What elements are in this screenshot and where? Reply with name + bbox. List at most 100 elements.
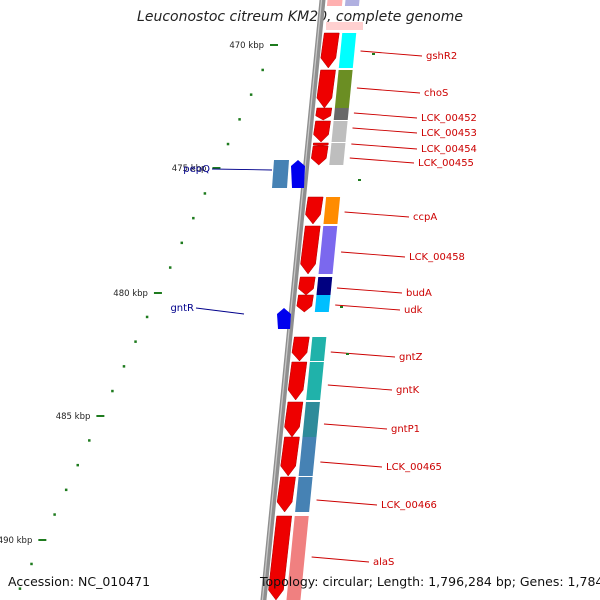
gene-label-gshR2: gshR2 bbox=[426, 51, 457, 62]
gene-gntP1 bbox=[284, 401, 320, 438]
ruler-minor-tick bbox=[53, 513, 56, 516]
ruler-tick-label: 490 kbp bbox=[0, 536, 32, 546]
cog-box-gshR2 bbox=[338, 33, 357, 68]
ruler-minor-tick bbox=[261, 68, 264, 72]
gene-label-LCK_00454: LCK_00454 bbox=[421, 144, 477, 155]
region-marker bbox=[358, 179, 361, 181]
gene-label-LCK_00465: LCK_00465 bbox=[386, 462, 442, 473]
gene-arrow-ccpA bbox=[305, 196, 324, 225]
gene-arrow-LCK_00452 bbox=[315, 107, 333, 121]
gene-label-alaS: alaS bbox=[373, 557, 394, 568]
gene-label-gntZ: gntZ bbox=[399, 352, 423, 363]
cog-box-choS bbox=[334, 70, 353, 108]
partial-gene-top bbox=[326, 0, 343, 6]
cog-box-gntK bbox=[306, 362, 324, 400]
gene-label-LCK_00453: LCK_00453 bbox=[421, 128, 477, 139]
partial-cog-top bbox=[344, 0, 360, 6]
cog-box-LCK_00458 bbox=[318, 226, 338, 274]
gene-budA bbox=[298, 276, 333, 296]
cog-box-LCK_00455 bbox=[329, 146, 346, 165]
gene-label-LCK_00466: LCK_00466 bbox=[381, 500, 437, 511]
gene-arrow-pepQ bbox=[291, 160, 305, 188]
gene-label-choS: choS bbox=[424, 88, 448, 99]
label-leader-LCK_00458 bbox=[341, 251, 406, 258]
genome-backbone bbox=[260, 0, 326, 600]
gene-alaS bbox=[268, 515, 309, 600]
ruler-minor-tick bbox=[226, 142, 230, 146]
gene-gshR2 bbox=[320, 32, 357, 69]
gene-arrow-gntR bbox=[277, 308, 291, 329]
label-leader-LCK_00454 bbox=[351, 143, 418, 150]
ruler-minor-tick bbox=[30, 562, 33, 566]
label-leader-LCK_00466 bbox=[316, 499, 378, 506]
label-leader-LCK_00453 bbox=[352, 127, 418, 134]
ruler-tick-label: 485 kbp bbox=[56, 412, 91, 422]
gene-label-budA: budA bbox=[406, 288, 432, 299]
gene-arrow-udk bbox=[296, 294, 314, 313]
ruler-minor-tick bbox=[88, 439, 91, 442]
gene-label-pepQ: pepQ bbox=[183, 164, 210, 175]
ruler-minor-tick bbox=[76, 463, 79, 467]
region-marker bbox=[372, 53, 375, 55]
label-leader-gntR bbox=[195, 307, 245, 315]
ruler-minor-tick bbox=[180, 241, 184, 245]
gene-LCK_00454 bbox=[312, 142, 346, 147]
gene-label-LCK_00455: LCK_00455 bbox=[418, 158, 474, 169]
gene-LCK_00452 bbox=[315, 107, 349, 121]
label-leader-ccpA bbox=[344, 211, 410, 218]
cog-box-alaS bbox=[286, 516, 309, 600]
gene-pepQ bbox=[291, 160, 305, 188]
gene-arrow-LCK_00458 bbox=[300, 225, 321, 275]
gene-arrow-LCK_00454 bbox=[312, 142, 329, 147]
gene-arrow-LCK_00453 bbox=[313, 120, 331, 143]
ruler-minor-tick bbox=[192, 216, 195, 220]
cog-box-LCK_00453 bbox=[331, 121, 348, 142]
map-title: Leuconostoc citreum KM20, complete genom… bbox=[137, 9, 463, 25]
gene-arrow-LCK_00455 bbox=[310, 145, 329, 166]
label-leader-gshR2 bbox=[360, 50, 423, 57]
gene-arrow-LCK_00466 bbox=[276, 476, 296, 513]
gene-label-gntR: gntR bbox=[170, 303, 194, 314]
cog-box-LCK_00454 bbox=[331, 143, 346, 146]
label-leader-LCK_00455 bbox=[349, 157, 415, 164]
label-leader-udk bbox=[335, 304, 401, 311]
ruler-minor-tick bbox=[145, 315, 149, 319]
backbone-highlight bbox=[261, 0, 323, 600]
cog-box-ccpA bbox=[323, 197, 341, 224]
label-leader-budA bbox=[336, 287, 403, 294]
ruler-tick-label: 480 kbp bbox=[113, 289, 148, 299]
gene-label-ccpA: ccpA bbox=[413, 212, 437, 223]
ruler-minor-tick bbox=[122, 365, 126, 368]
cog-box-gntP1 bbox=[302, 402, 320, 437]
gene-arrow-choS bbox=[316, 69, 336, 109]
gene-ccpA bbox=[305, 196, 341, 225]
gene-LCK_00453 bbox=[313, 120, 348, 143]
cog-box-pepQ bbox=[272, 160, 289, 188]
gene-label-LCK_00458: LCK_00458 bbox=[409, 252, 465, 263]
label-leader-LCK_00452 bbox=[353, 112, 418, 119]
ruler-minor-tick bbox=[203, 192, 207, 195]
accession-label: Accession: NC_010471 bbox=[8, 574, 151, 589]
ruler-tick-label: 470 kbp bbox=[229, 41, 264, 51]
label-leader-choS bbox=[356, 87, 421, 94]
gene-arrow-LCK_00465 bbox=[280, 436, 300, 477]
cog-box-LCK_00452 bbox=[333, 108, 349, 120]
gene-LCK_00465 bbox=[280, 436, 317, 477]
label-leader-pepQ bbox=[211, 168, 273, 171]
gene-label-gntP1: gntP1 bbox=[391, 424, 420, 435]
cog-box-LCK_00465 bbox=[298, 437, 317, 476]
gene-arrow-gntK bbox=[287, 361, 308, 401]
ruler-minor-tick bbox=[111, 389, 114, 393]
gene-arrow-gshR2 bbox=[320, 32, 340, 69]
gene-LCK_00466 bbox=[276, 476, 313, 513]
label-leader-LCK_00465 bbox=[320, 461, 383, 468]
gene-LCK_00455 bbox=[310, 145, 346, 166]
partial-gene-band bbox=[326, 22, 363, 30]
label-leader-gntP1 bbox=[323, 423, 388, 430]
ruler-minor-tick bbox=[249, 93, 253, 96]
region-marker bbox=[340, 306, 343, 308]
gene-LCK_00458 bbox=[300, 225, 338, 275]
cog-box-udk bbox=[314, 295, 331, 312]
label-leader-alaS bbox=[311, 556, 370, 563]
